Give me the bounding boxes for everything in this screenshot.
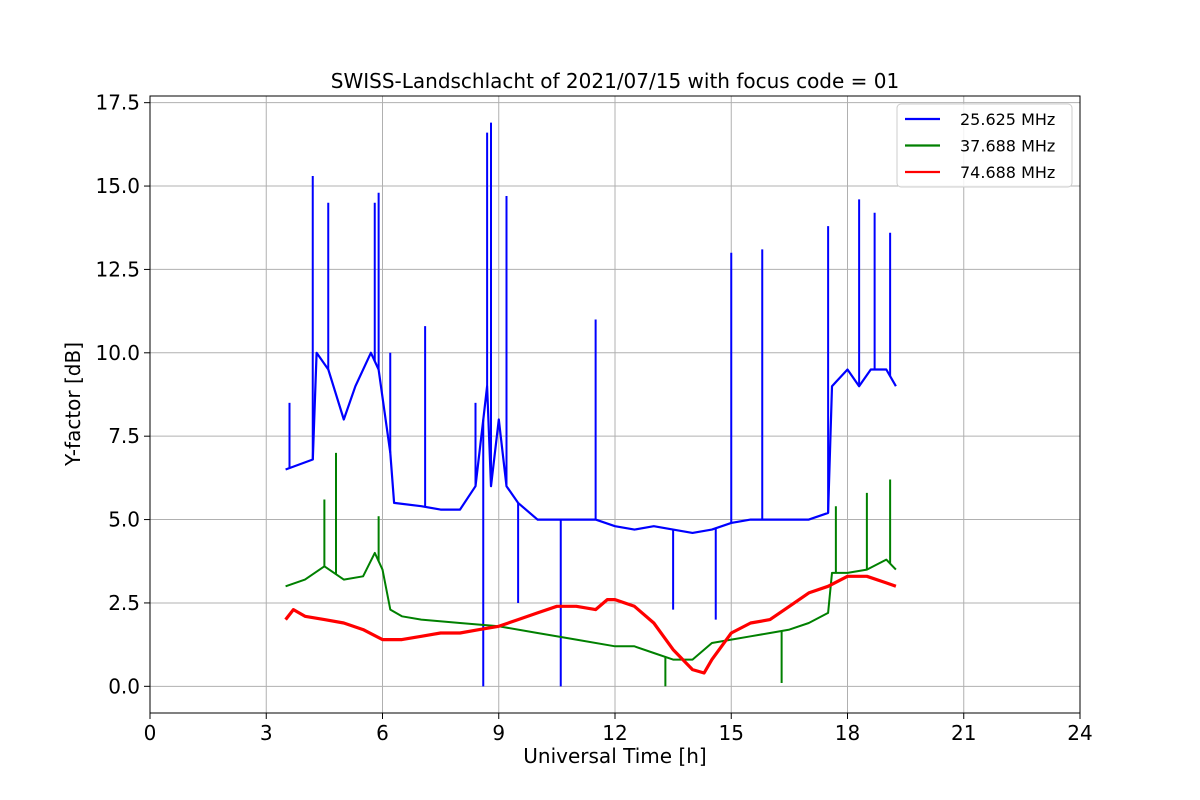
x-tick-label: 18: [835, 721, 860, 745]
x-tick-label: 21: [951, 721, 976, 745]
y-tick-label: 7.5: [108, 424, 140, 448]
x-tick-label: 0: [144, 721, 157, 745]
y-tick-label: 0.0: [108, 674, 140, 698]
x-tick-label: 3: [260, 721, 273, 745]
series-line-74-688-mhz: [284, 574, 897, 675]
y-tick-label: 15.0: [95, 174, 140, 198]
x-axis: 0 3 6 9 12 15 18 21 24: [144, 713, 1093, 745]
y-axis-label: Y-factor [dB]: [61, 342, 85, 467]
legend-box: [896, 103, 1073, 188]
y-tick-label: 2.5: [108, 591, 140, 615]
legend-label: 25.625 MHz: [960, 110, 1055, 129]
y-tick-label: 5.0: [108, 508, 140, 532]
legend: 25.625 MHz 37.688 MHz 74.688 MHz: [896, 103, 1073, 188]
y-tick-label: 10.0: [95, 341, 140, 365]
x-tick-label: 9: [492, 721, 505, 745]
x-tick-label: 6: [376, 721, 389, 745]
legend-label: 74.688 MHz: [960, 163, 1055, 182]
series-line-37-688-mhz: [285, 551, 897, 661]
series-layer: [284, 122, 897, 687]
x-tick-label: 24: [1067, 721, 1092, 745]
x-axis-label: Universal Time [h]: [523, 744, 706, 768]
legend-label: 37.688 MHz: [960, 137, 1055, 156]
chart-title: SWISS-Landschlacht of 2021/07/15 with fo…: [331, 69, 899, 93]
y-tick-label: 17.5: [95, 91, 140, 115]
x-tick-label: 15: [719, 721, 744, 745]
y-axis: 0.0 2.5 5.0 7.5 10.0 12.5 15.0 17.5: [95, 91, 150, 698]
series-line-25-625-mhz: [285, 351, 897, 534]
y-tick-label: 12.5: [95, 257, 140, 281]
x-tick-label: 12: [602, 721, 627, 745]
